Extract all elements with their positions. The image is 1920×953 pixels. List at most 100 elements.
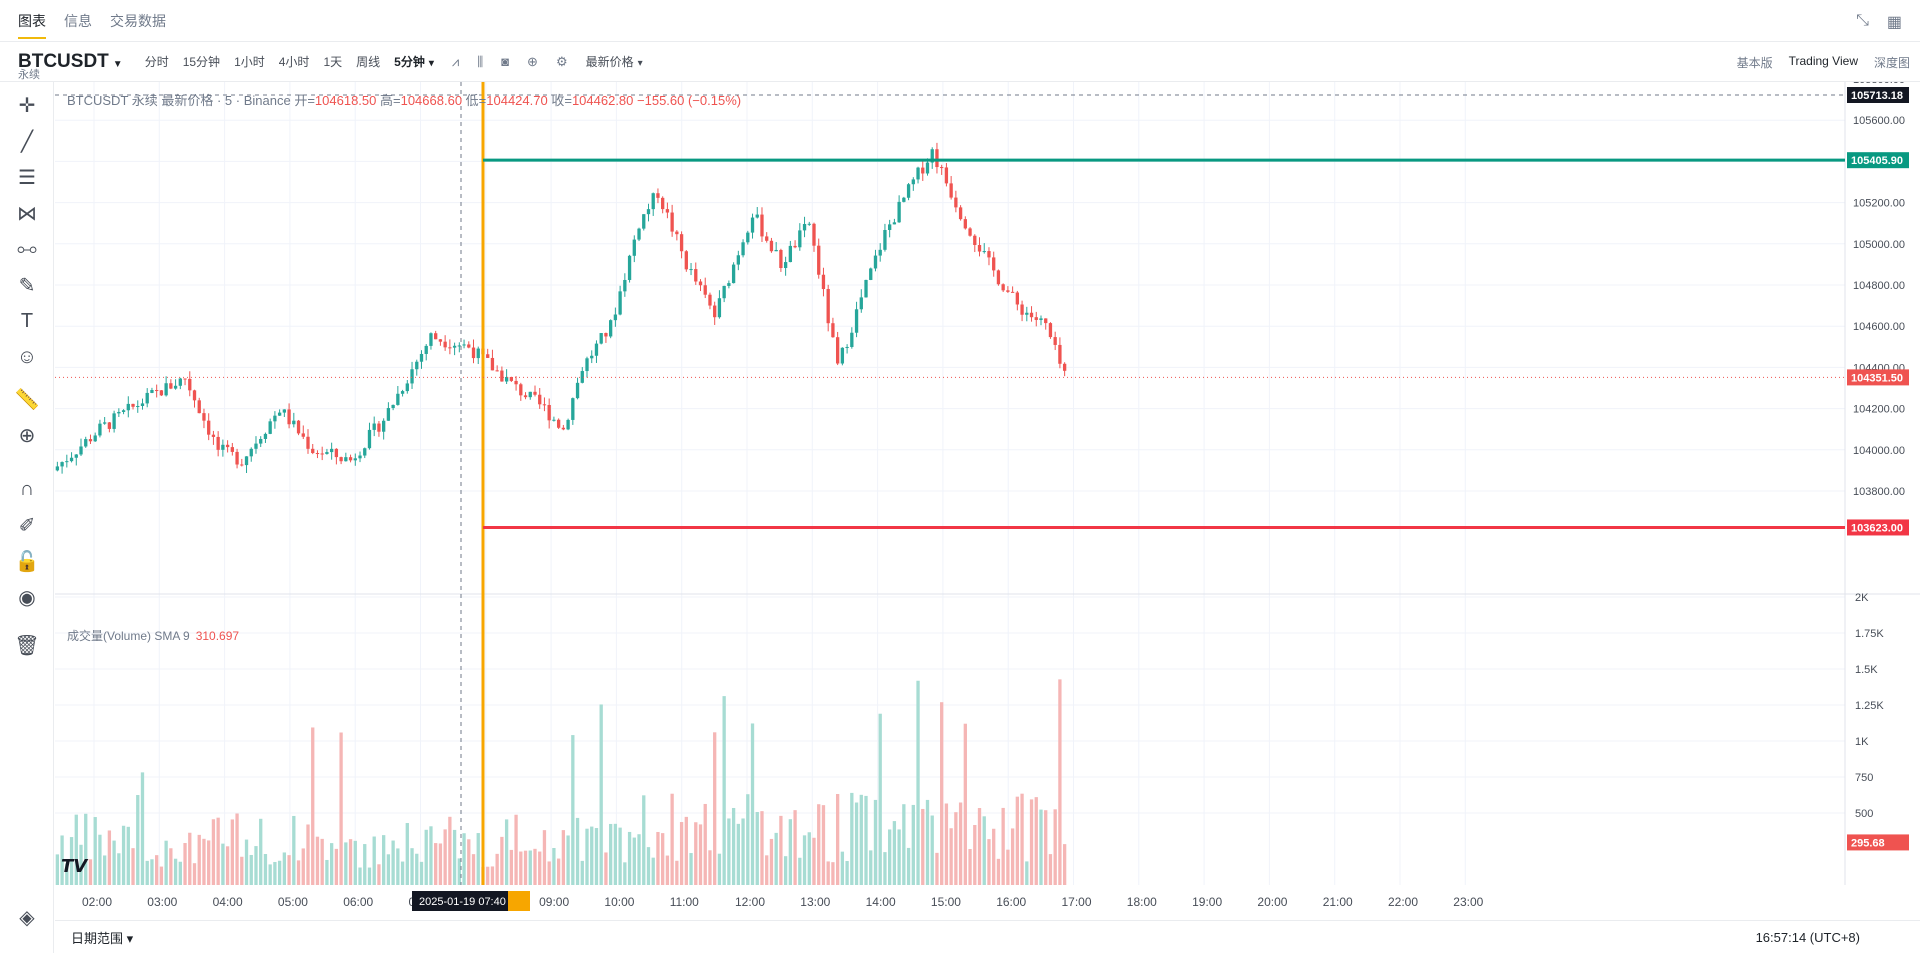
candle-body (79, 446, 83, 455)
volume-bar (892, 821, 897, 885)
indicator-icon[interactable]: ⩘ (451, 53, 460, 69)
trash-icon[interactable]: 🗑 (14, 634, 40, 657)
timeframe-4h[interactable]: 4小时 (278, 55, 310, 69)
view-depth[interactable]: 深度图 (1873, 56, 1910, 70)
candle-body (301, 433, 305, 437)
timeframe-selected[interactable]: 5分钟 ▾ (394, 55, 434, 69)
price-type-selector[interactable]: 最新价格 ▾ (585, 55, 643, 69)
candle-body (169, 383, 173, 389)
timeframe-1d[interactable]: 1天 (323, 55, 343, 69)
volume-bar (670, 793, 674, 885)
volume-bar (55, 854, 60, 885)
volume-bar (211, 819, 216, 885)
volume-bar (826, 861, 830, 885)
volume-bar (410, 848, 414, 885)
candle-body (736, 255, 740, 265)
chart-area[interactable]: 02:0003:0004:0005:0006:0007:0008:0009:00… (55, 74, 1920, 953)
candle-body (864, 279, 868, 298)
candle-body (476, 348, 480, 359)
price-tick-label: 105600.00 (1853, 115, 1905, 127)
candle-type-icon[interactable]: ⫼ (477, 53, 484, 69)
text-icon[interactable]: T (20, 309, 34, 332)
add-icon[interactable]: ⊕ (527, 53, 538, 69)
volume-bar (467, 839, 471, 885)
unlock-icon[interactable]: 🔓 (14, 550, 40, 573)
collapse-icon[interactable]: ⤡ (1856, 12, 1869, 29)
tab-info[interactable]: 信息 (64, 12, 92, 29)
chart-svg[interactable]: 02:0003:0004:0005:0006:0007:0008:0009:00… (55, 74, 1920, 920)
candle-body (55, 466, 60, 471)
candle-body (377, 423, 381, 432)
candle-body (514, 380, 518, 385)
volume-bar (703, 803, 707, 885)
volume-bar (627, 831, 632, 885)
candle-body (552, 419, 556, 421)
tab-chart[interactable]: 图表 (18, 11, 46, 39)
volume-bar (183, 843, 187, 885)
tab-trade-data[interactable]: 交易数据 (110, 12, 166, 29)
volume-bar (287, 855, 291, 885)
timeframe-1h[interactable]: 1小时 (234, 55, 265, 69)
brush-icon[interactable]: ✎ (18, 274, 36, 297)
volume-bar (788, 819, 793, 885)
symbol-selector[interactable]: BTCUSDT ▼ (18, 50, 123, 72)
volume-tick-label: 2K (1855, 592, 1869, 604)
volume-bar (911, 804, 915, 885)
candle-body (608, 320, 613, 337)
camera-icon[interactable]: ◙ (501, 54, 510, 69)
date-range-button[interactable]: 日期范围 ▾ (71, 930, 134, 946)
candle-body (613, 314, 618, 321)
volume-bar (864, 795, 868, 885)
trendline-icon[interactable]: ╱ (20, 130, 34, 153)
settings-icon[interactable]: ⚙ (555, 53, 568, 69)
volume-bar (916, 680, 920, 885)
candle-body (963, 219, 967, 229)
candle-body (642, 214, 646, 229)
candle-body (358, 455, 362, 459)
candle-body (452, 345, 457, 348)
volume-bar (495, 853, 499, 885)
time-tick-label: 22:00 (1388, 895, 1418, 909)
pattern-icon[interactable]: ⋈ (17, 202, 37, 225)
timeframe-15m[interactable]: 15分钟 (182, 55, 221, 69)
volume-bar (273, 861, 277, 885)
volume-bar (207, 840, 211, 885)
last-price-tag-bg (1847, 369, 1909, 386)
zoom-icon[interactable]: ⊕ (18, 424, 36, 447)
candle-body (259, 438, 263, 444)
view-basic[interactable]: 基本版 (1736, 56, 1773, 70)
forecast-icon[interactable]: ⧟ (17, 237, 37, 260)
time-tick-label: 15:00 (931, 895, 961, 909)
magnet-icon[interactable]: ∩ (19, 477, 35, 500)
candle-body (277, 412, 282, 416)
eye-icon[interactable]: ◉ (18, 586, 36, 609)
green-level-tag-bg (1847, 152, 1909, 169)
candle-body (145, 392, 149, 404)
candle-body (462, 344, 466, 346)
candle-body (698, 281, 703, 286)
volume-bar (230, 819, 234, 885)
volume-bar (1020, 793, 1024, 885)
volume-bar (263, 854, 268, 885)
emoji-icon[interactable]: ☺ (16, 345, 38, 368)
volume-tick-label: 1.75K (1855, 628, 1884, 640)
crosshair-icon[interactable]: ✛ (18, 94, 36, 117)
layers-icon[interactable]: ◈ (19, 906, 35, 929)
view-tradingview[interactable]: Trading View (1788, 54, 1858, 68)
timeframe-1w[interactable]: 周线 (356, 55, 381, 69)
grid-layout-icon[interactable]: ▦ (1886, 14, 1902, 31)
candle-body (765, 236, 769, 241)
volume-bar (921, 808, 925, 885)
candle-body (457, 345, 461, 347)
ruler-icon[interactable]: 📏 (14, 388, 40, 411)
candle-body (93, 435, 97, 442)
crosshair-price-tag-bg (1847, 87, 1909, 103)
fib-icon[interactable]: ☰ (18, 166, 36, 189)
volume-bar (940, 702, 944, 885)
candle-body (651, 193, 655, 210)
candle-body (136, 406, 140, 408)
lock-drawing-icon[interactable]: ✐ (18, 514, 36, 537)
candle-body (211, 434, 216, 437)
candle-body (325, 452, 329, 454)
timeframe-tick[interactable]: 分时 (144, 55, 169, 69)
